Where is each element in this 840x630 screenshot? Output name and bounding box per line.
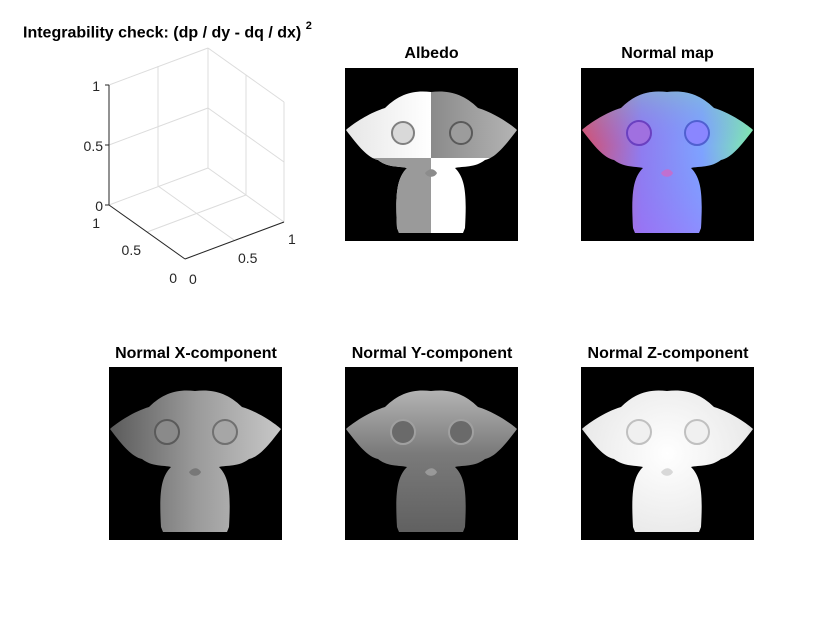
normal-x-title: Normal X-component: [115, 345, 277, 362]
y-tick-0: 0: [169, 270, 177, 286]
x-tick-0: 0: [189, 271, 197, 287]
y-tick-0.5: 0.5: [122, 242, 142, 258]
integrability-3d-axes[interactable]: 1 0.5 0 1 0.5 0 0 0.5 1: [0, 40, 320, 300]
x-tick-1: 1: [288, 231, 296, 247]
integrability-title-text: Integrability check: (dp / dy - dq / dx): [23, 24, 302, 42]
normal-y-image[interactable]: [345, 367, 518, 540]
normal-y-title: Normal Y-component: [351, 345, 513, 362]
normal-map-image[interactable]: [581, 68, 754, 241]
tick-marks: [105, 84, 109, 206]
normal-map-title: Normal map: [621, 45, 714, 62]
integrability-title: Integrability check: (dp / dy - dq / dx)…: [23, 20, 312, 42]
axes-grid: [108, 47, 285, 260]
normal-x-image[interactable]: [109, 367, 282, 540]
albedo-title: Albedo: [404, 45, 459, 62]
z-tick-0: 0: [95, 198, 103, 214]
x-tick-0.5: 0.5: [238, 250, 258, 266]
z-tick-1: 1: [92, 78, 100, 94]
y-tick-1: 1: [92, 215, 100, 231]
albedo-image[interactable]: [345, 68, 518, 241]
normal-z-title: Normal Z-component: [587, 345, 749, 362]
integrability-title-exponent: 2: [305, 20, 312, 32]
normal-z-image[interactable]: [581, 367, 754, 540]
z-tick-0.5: 0.5: [84, 138, 104, 154]
